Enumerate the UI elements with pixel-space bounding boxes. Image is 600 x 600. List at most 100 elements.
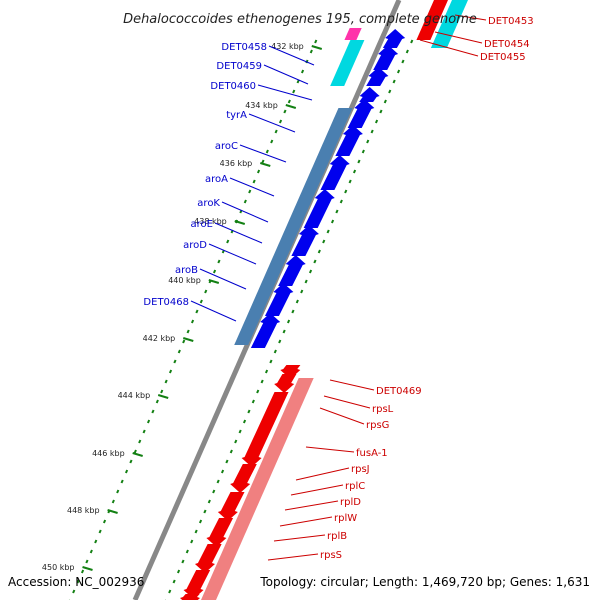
- forward-label-leader: [239, 144, 287, 163]
- minor-tick: [264, 369, 269, 374]
- minor-tick: [396, 69, 401, 74]
- reverse-label-leader: [284, 500, 339, 511]
- kbp-tick-label: 434 kbp: [245, 101, 278, 110]
- minor-tick: [195, 309, 199, 314]
- forward-gene-arrow: [382, 29, 406, 48]
- minor-tick: [330, 219, 335, 224]
- forward-label-leader: [214, 222, 263, 244]
- minor-tick: [225, 459, 229, 464]
- forward-gene-arrow: [291, 225, 319, 256]
- reverse-gene-label: DET0455: [480, 52, 526, 63]
- kbp-tick-label: 438 kbp: [194, 217, 227, 226]
- minor-tick: [177, 349, 181, 354]
- kbp-tick-label: 432 kbp: [271, 42, 304, 51]
- minor-tick: [283, 109, 287, 114]
- kbp-tick-label: 436 kbp: [220, 159, 253, 168]
- forward-label-leader: [263, 64, 309, 85]
- reverse-label-leader: [434, 31, 483, 44]
- forward-gene-label: tyrA: [226, 110, 247, 121]
- reverse-gene-arrow: [230, 464, 257, 493]
- minor-tick: [300, 69, 305, 74]
- cyan-gene-top: [430, 0, 468, 48]
- minor-tick: [102, 519, 107, 524]
- minor-tick: [392, 79, 396, 84]
- minor-tick: [292, 89, 296, 94]
- reverse-gene-arrow: [274, 374, 297, 393]
- minor-tick: [287, 99, 291, 104]
- forward-label-leader: [221, 201, 269, 223]
- minor-tick: [352, 169, 357, 174]
- minor-tick: [89, 549, 93, 554]
- minor-tick: [203, 509, 207, 514]
- minor-tick: [326, 229, 330, 234]
- minor-tick: [172, 579, 176, 584]
- forward-label-leader: [248, 113, 296, 133]
- minor-tick: [308, 269, 313, 274]
- reverse-gene-label: rplC: [345, 481, 365, 492]
- minor-tick: [374, 119, 379, 124]
- minor-tick: [313, 259, 317, 264]
- reverse-gene-arrow: [194, 544, 222, 573]
- forward-gene-arrow: [347, 99, 375, 128]
- minor-tick: [260, 379, 264, 384]
- kbp-tick-label: 444 kbp: [118, 391, 151, 400]
- accession-text: Accession: NC_002936: [8, 575, 144, 589]
- reverse-gene-label: rplW: [334, 513, 357, 524]
- forward-gene-label: aroC: [215, 141, 238, 152]
- minor-tick: [94, 539, 98, 544]
- reverse-gene-top: [416, 0, 448, 40]
- reverse-gene-label: fusA-1: [356, 448, 388, 459]
- minor-tick: [361, 149, 365, 154]
- minor-tick: [357, 159, 361, 164]
- minor-tick: [190, 539, 194, 544]
- minor-tick: [181, 559, 185, 564]
- reverse-gene-label: DET0469: [376, 386, 422, 397]
- minor-tick: [216, 479, 220, 484]
- minor-tick: [269, 359, 273, 364]
- minor-tick: [199, 299, 203, 304]
- minor-tick: [220, 469, 225, 474]
- forward-gene-arrow: [335, 125, 363, 156]
- tick-layer: [68, 39, 414, 600]
- minor-tick: [247, 409, 251, 414]
- minor-tick: [182, 339, 186, 344]
- minor-tick: [339, 199, 343, 204]
- minor-tick: [248, 189, 252, 194]
- major-tick: [157, 394, 169, 399]
- minor-tick: [116, 489, 120, 494]
- major-tick: [82, 566, 93, 571]
- minor-tick: [379, 109, 383, 114]
- reverse-label-leader: [279, 516, 333, 527]
- kbp-tick-label: 446 kbp: [92, 449, 125, 458]
- forward-gene-arrow: [359, 87, 380, 102]
- minor-tick: [229, 449, 233, 454]
- forward-gene-arrow: [264, 283, 294, 316]
- minor-tick: [85, 559, 89, 564]
- minor-tick: [256, 169, 261, 174]
- reverse-gene-arrow: [241, 392, 289, 467]
- forward-gene-label: aroD: [183, 240, 207, 251]
- minor-tick: [129, 459, 133, 464]
- minor-tick: [173, 359, 177, 364]
- minor-tick: [278, 339, 282, 344]
- minor-tick: [198, 519, 203, 524]
- kbp-tick-label: 450 kbp: [42, 563, 75, 572]
- minor-tick: [366, 139, 370, 144]
- minor-tick: [98, 529, 102, 534]
- minor-tick: [314, 39, 318, 44]
- minor-tick: [120, 479, 124, 484]
- reverse-gene-label: rplB: [327, 531, 347, 542]
- minor-tick: [261, 159, 265, 164]
- minor-tick: [270, 139, 274, 144]
- minor-tick: [295, 299, 299, 304]
- major-tick: [259, 162, 271, 167]
- forward-gene-arrow: [373, 45, 399, 70]
- forward-label-leader: [229, 177, 275, 197]
- reverse-gene-arrow: [217, 492, 245, 521]
- forward-gene-label: DET0468: [143, 297, 189, 308]
- reverse-gene-label: DET0453: [488, 16, 534, 27]
- minor-tick: [243, 199, 247, 204]
- minor-tick: [207, 499, 211, 504]
- minor-tick: [160, 389, 164, 394]
